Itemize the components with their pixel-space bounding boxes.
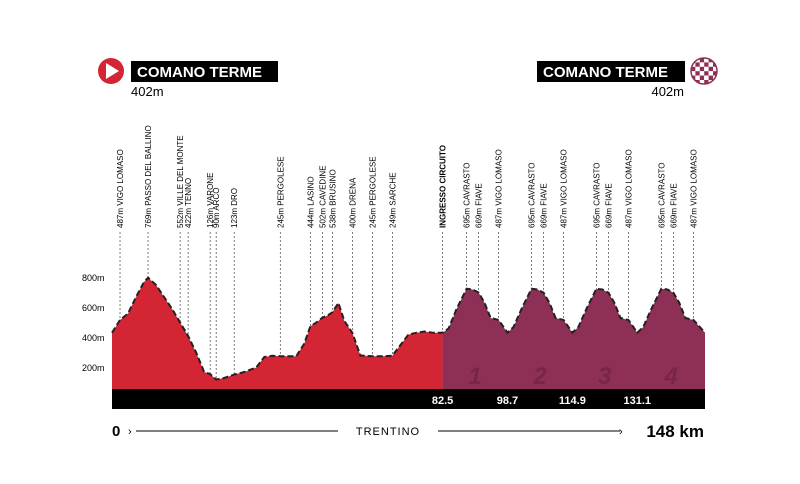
waypoint-label: 502m CAVEDINE <box>318 165 327 228</box>
distance-axis: 0 › TRENTINO › 148 km <box>112 422 704 441</box>
profile-circuit-section <box>442 288 705 389</box>
lap-numbers: 1 2 3 4 <box>468 363 677 390</box>
play-arrow-icon <box>106 63 119 79</box>
start-header: COMANO TERME 402m <box>98 58 278 99</box>
waypoint-label: 487m VIGO LOMASO <box>116 149 125 228</box>
y-tick-label: 400m <box>82 333 105 343</box>
waypoint-labels: 487m VIGO LOMASO 769m PASSO DEL BALLINO 55… <box>116 125 698 228</box>
lap-number: 4 <box>663 363 677 390</box>
start-altitude: 402m <box>131 84 164 99</box>
waypoint-label: 695m CAVRASTO <box>592 162 601 228</box>
lap-number: 3 <box>598 363 612 390</box>
waypoint-label: 695m CAVRASTO <box>528 162 537 228</box>
waypoint-label: 400m DRENA <box>348 177 357 228</box>
lap-number: 1 <box>468 363 481 390</box>
start-arrow: › <box>128 426 132 438</box>
start-name: COMANO TERME <box>137 64 262 81</box>
checker-square <box>699 71 705 76</box>
waypoint-label: 422m TENNO <box>184 178 193 228</box>
checker-border <box>690 57 718 85</box>
checker-square <box>699 62 705 67</box>
checker-square <box>708 71 713 76</box>
y-tick-label: 600m <box>82 303 105 313</box>
waypoint-label: 695m CAVRASTO <box>657 162 666 228</box>
checker-square <box>691 71 696 76</box>
waypoint-label: 669m FIAVE <box>669 183 678 228</box>
y-axis: 800m 600m 400m 200m <box>82 273 105 373</box>
region-label: TRENTINO <box>356 426 420 438</box>
waypoint-label: 695m CAVRASTO <box>463 162 472 228</box>
checker-square <box>713 71 717 76</box>
checker-square <box>704 58 709 63</box>
checker-square <box>691 66 696 72</box>
lap-number: 2 <box>532 363 547 390</box>
waypoint-guides <box>119 232 694 380</box>
km-bar <box>112 389 705 409</box>
waypoint-label: 126m VARONE <box>206 173 215 228</box>
y-tick-label: 800m <box>82 273 105 283</box>
checker-square <box>708 75 713 80</box>
start-name-box <box>131 61 278 82</box>
checker-square <box>704 66 709 72</box>
waypoint-label: 487m VIGO LOMASO <box>689 149 698 228</box>
waypoint-label: 245m PERGOLESE <box>368 156 377 228</box>
finish-name: COMANO TERME <box>543 64 668 81</box>
y-tick-label: 200m <box>82 363 105 373</box>
checker-square <box>695 71 700 76</box>
checker-square <box>699 66 705 72</box>
checker-square <box>713 66 717 72</box>
checker-square <box>704 71 709 76</box>
checker-square <box>704 75 709 80</box>
profile-line-section <box>112 277 443 389</box>
profile-crest-line <box>111 276 706 381</box>
waypoint-label: 487m VIGO LOMASO <box>560 149 569 228</box>
waypoint-label: 444m LASINO <box>306 176 315 228</box>
km-markers: 82.5 98.7 114.9 131.1 <box>432 395 651 407</box>
checkered-flag-icon <box>690 57 718 85</box>
checker-square <box>695 62 700 67</box>
elevation-area <box>111 276 706 389</box>
km-marker-label: 98.7 <box>497 395 518 407</box>
checker-square <box>699 75 705 80</box>
finish-name-box <box>537 61 685 82</box>
waypoint-label: 123m DRO <box>230 188 239 228</box>
checker-square <box>699 58 705 63</box>
waypoint-label: 538m BRUSINO <box>328 169 337 228</box>
waypoint-label: 249m SARCHE <box>388 172 397 228</box>
waypoint-label: 669m FIAVE <box>540 183 549 228</box>
checker-square <box>708 62 713 67</box>
km-marker-label: 114.9 <box>559 395 586 407</box>
waypoint-label: 90m ARCO <box>212 188 221 228</box>
checker-square <box>695 75 700 80</box>
km-marker-label: 131.1 <box>624 395 652 407</box>
waypoint-label: 769m PASSO DEL BALLINO <box>144 125 153 228</box>
waypoint-label: INGRESSO CIRCUITO <box>439 145 448 228</box>
waypoint-label: 487m VIGO LOMASO <box>624 149 633 228</box>
finish-header: COMANO TERME 402m <box>537 57 718 99</box>
waypoint-label: 669m FIAVE <box>475 183 484 228</box>
start-km: 0 <box>112 423 120 440</box>
checker-square <box>695 66 700 72</box>
km-marker-label: 82.5 <box>432 395 453 407</box>
end-arrow: › <box>619 426 623 438</box>
finish-altitude: 402m <box>651 84 684 99</box>
waypoint-label: 552m VILLE DEL MONTE <box>176 135 185 228</box>
checker-square <box>708 66 713 72</box>
waypoint-label: 669m FIAVE <box>604 183 613 228</box>
end-km: 148 km <box>646 422 704 441</box>
checker-square <box>704 80 709 84</box>
waypoint-label: 487m VIGO LOMASO <box>495 149 504 228</box>
checker-square <box>699 80 705 84</box>
checker-square <box>704 62 709 67</box>
waypoint-label: 245m PERGOLESE <box>276 156 285 228</box>
